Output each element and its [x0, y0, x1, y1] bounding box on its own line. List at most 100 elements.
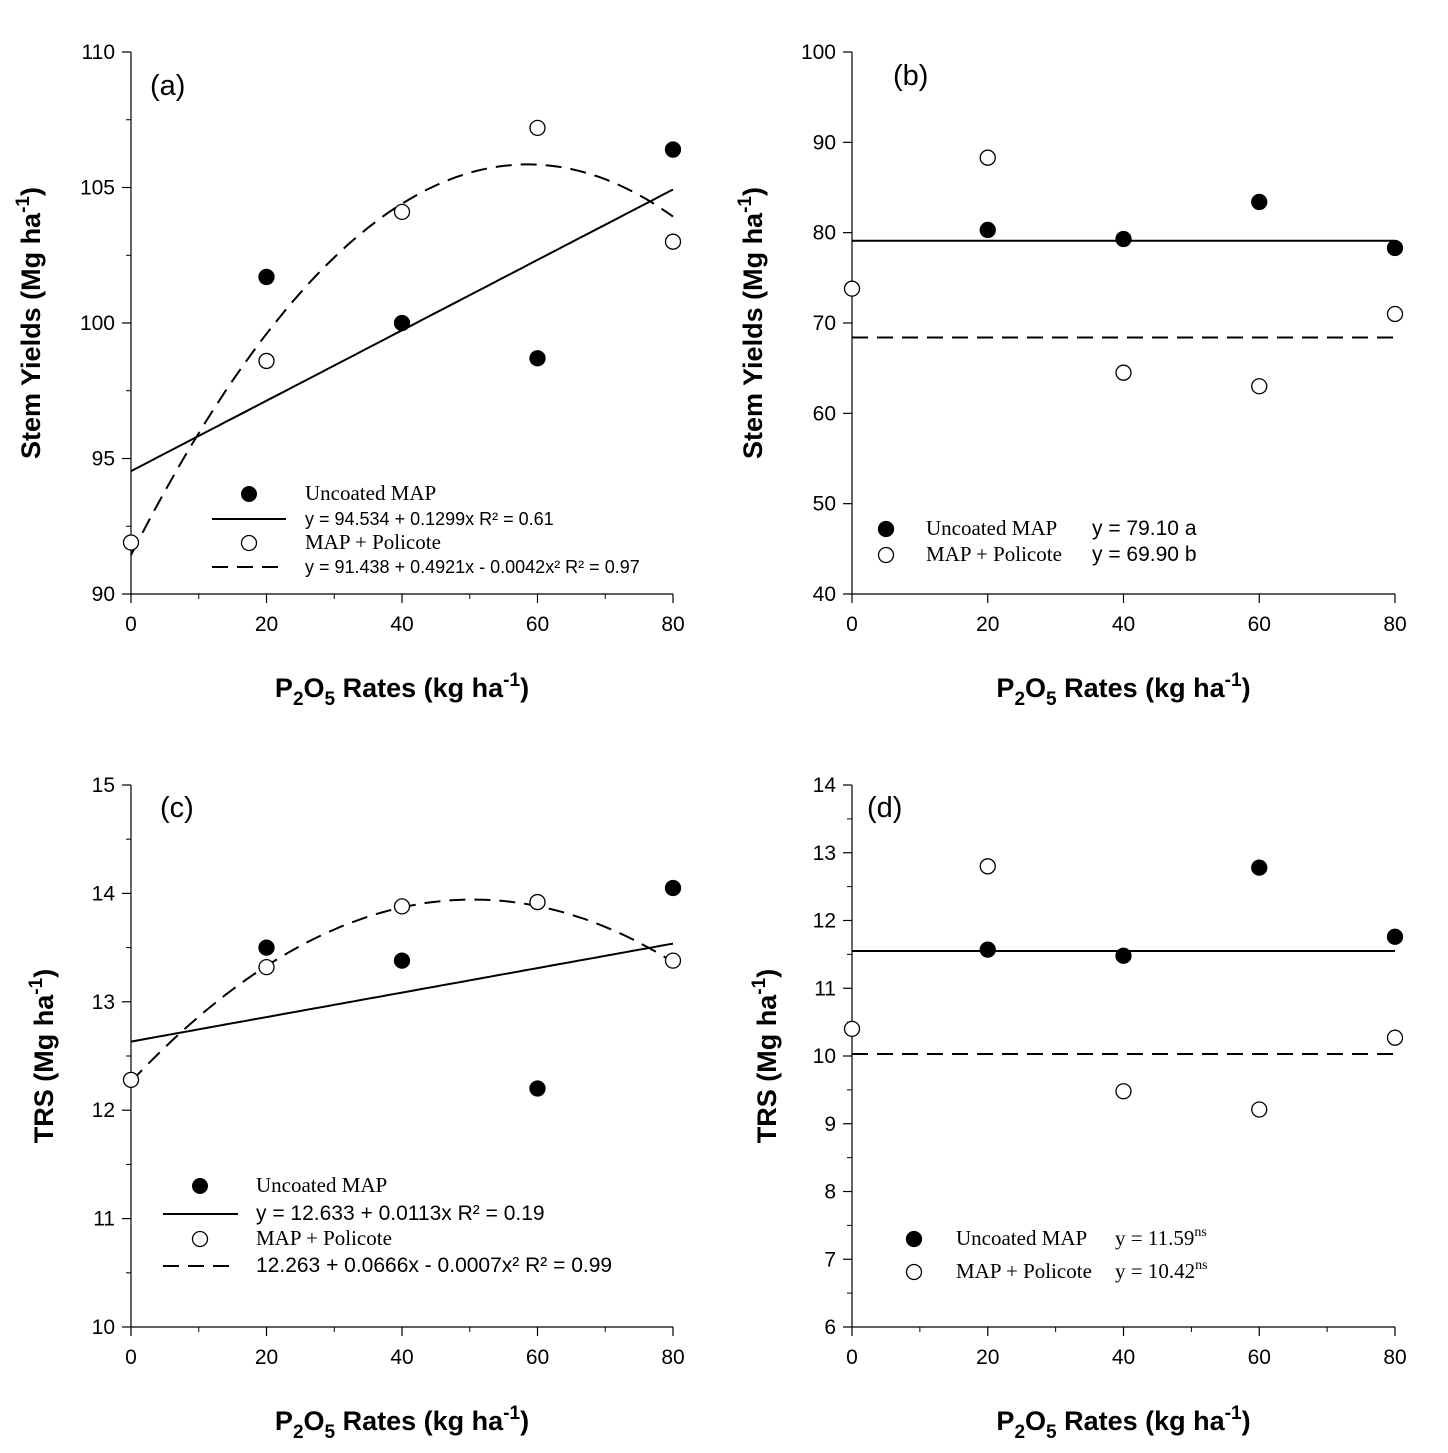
y-tick-label: 100 — [801, 41, 836, 64]
legend-label-map-policote: MAP + Policote — [956, 1259, 1092, 1283]
data-point-uncoated-map — [979, 221, 996, 239]
data-point-uncoated-map — [1251, 193, 1268, 211]
legend-label-uncoated-map: Uncoated MAP — [926, 516, 1057, 540]
legend-equation-map-policote: y = 91.438 + 0.4921x - 0.0042x² R² = 0.9… — [305, 557, 640, 577]
y-axis-title: Stem Yields (Mg ha-1) — [13, 187, 46, 459]
panel-d: 6 7 8 9 10 11 12 13 14 0 20 40 60 80 (d) P2O5 Rates (kg… — [749, 774, 1407, 1443]
legend-equation-uncoated-map: y = 94.534 + 0.1299x R² = 0.61 — [305, 509, 554, 529]
data-point-map-policote — [1386, 1029, 1404, 1046]
x-axis-title: P2O5 Rates (kg ha-1) — [996, 670, 1250, 710]
data-point-map-policote — [1115, 364, 1132, 381]
legend-marker-map-policote — [240, 534, 258, 552]
x-tick-label: 40 — [1112, 1346, 1135, 1369]
legend-marker-uncoated-map — [192, 1178, 208, 1194]
data-point-uncoated-map — [529, 350, 546, 367]
data-point-uncoated-map — [258, 939, 275, 956]
data-point-map-policote — [1115, 1083, 1132, 1100]
data-point-uncoated-map — [393, 314, 411, 332]
x-axis-title: P2O5 Rates (kg ha-1) — [275, 670, 529, 710]
y-axis-title: TRS (Mg ha-1) — [26, 969, 59, 1143]
data-point-map-policote — [258, 352, 275, 370]
data-point-uncoated-map — [1251, 859, 1268, 876]
fit-line-map-policote — [130, 163, 674, 556]
data-point-map-policote — [979, 149, 996, 166]
y-tick-label: 90 — [92, 583, 115, 606]
x-tick-label: 60 — [1248, 613, 1271, 636]
y-tick-label: 100 — [80, 312, 115, 335]
y-tick-label: 90 — [813, 131, 836, 154]
x-tick-label: 0 — [125, 613, 137, 636]
data-point-map-policote — [664, 233, 682, 250]
y-tick-label: 10 — [92, 1316, 115, 1339]
y-tick-label: 60 — [813, 402, 836, 425]
legend-marker-uncoated-map — [877, 520, 895, 538]
y-tick-label: 12 — [813, 910, 836, 933]
y-tick-label: 50 — [813, 493, 836, 516]
data-point-map-policote — [529, 893, 546, 911]
panel-label: (a) — [150, 70, 185, 102]
x-tick-label: 80 — [1383, 613, 1406, 636]
data-point-map-policote — [393, 203, 411, 221]
legend-equation-uncoated-map: y = 11.59ns — [1115, 1225, 1207, 1250]
x-tick-label: 20 — [255, 1346, 278, 1369]
data-point-map-policote — [843, 280, 861, 297]
data-point-map-policote — [843, 1020, 861, 1038]
y-tick-label: 13 — [92, 991, 115, 1014]
x-axis-title: P2O5 Rates (kg ha-1) — [996, 1403, 1250, 1443]
y-tick-label: 8 — [824, 1181, 836, 1204]
y-tick-label: 14 — [813, 774, 837, 797]
data-point-map-policote — [529, 119, 546, 137]
y-tick-label: 9 — [824, 1113, 836, 1136]
panel-c: 10 11 12 13 14 15 0 20 40 60 80 (c) P2O5 Rates (kg h… — [26, 774, 685, 1443]
legend-label-uncoated-map: Uncoated MAP — [305, 481, 436, 505]
panel-label: (d) — [867, 792, 902, 824]
data-point-map-policote — [122, 534, 140, 551]
data-point-map-policote — [664, 952, 682, 969]
x-tick-label: 20 — [255, 613, 278, 636]
y-axis-title: Stem Yields (Mg ha-1) — [735, 187, 768, 459]
legend-equation-uncoated-map: y = 12.633 + 0.0113x R² = 0.19 — [256, 1202, 545, 1225]
x-tick-label: 80 — [1383, 1346, 1406, 1369]
data-point-uncoated-map — [529, 1080, 546, 1097]
data-point-map-policote — [393, 898, 411, 915]
fit-line-map-policote — [130, 898, 674, 1083]
legend-marker-uncoated-map — [241, 486, 257, 502]
x-tick-label: 0 — [125, 1346, 137, 1369]
x-tick-label: 0 — [846, 613, 858, 636]
data-point-uncoated-map — [664, 141, 682, 158]
fit-line-uncoated-map — [130, 942, 674, 1043]
x-tick-label: 0 — [846, 1346, 858, 1369]
legend-label-map-policote: MAP + Policote — [305, 530, 441, 554]
x-tick-label: 60 — [1248, 1346, 1271, 1369]
y-tick-label: 6 — [824, 1316, 836, 1339]
panel-b: 40 50 60 70 80 90 100 0 20 40 60 80 (b) P2O5 Rates (k… — [735, 41, 1407, 710]
x-tick-label: 40 — [390, 1346, 413, 1369]
data-point-map-policote — [122, 1071, 140, 1088]
legend-marker-map-policote — [905, 1263, 923, 1281]
y-axis-title: TRS (Mg ha-1) — [749, 969, 782, 1143]
legend-equation-map-policote: y = 69.90 b — [1092, 543, 1197, 566]
panel-label: (b) — [893, 60, 928, 92]
legend-equation-map-policote: 12.263 + 0.0666x - 0.0007x² R² = 0.99 — [256, 1254, 612, 1277]
x-tick-label: 40 — [1112, 613, 1135, 636]
legend-marker-map-policote — [877, 546, 895, 564]
x-tick-label: 60 — [526, 613, 549, 636]
panel-a: 90 95 100 105 110 0 20 40 60 80 (a) P2O5 Rates (kg … — [13, 41, 685, 710]
panel-label: (c) — [160, 792, 194, 824]
x-tick-label: 20 — [976, 613, 999, 636]
y-tick-label: 11 — [93, 1208, 115, 1231]
y-tick-label: 95 — [92, 448, 115, 471]
legend-label-map-policote: MAP + Policote — [256, 1226, 392, 1250]
y-tick-label: 105 — [80, 177, 115, 200]
data-point-uncoated-map — [664, 879, 682, 897]
data-point-uncoated-map — [1386, 928, 1404, 945]
data-point-uncoated-map — [1115, 230, 1132, 248]
x-axis-title: P2O5 Rates (kg ha-1) — [275, 1403, 529, 1443]
y-tick-label: 15 — [92, 774, 115, 797]
y-tick-label: 12 — [92, 1099, 115, 1122]
data-point-uncoated-map — [258, 268, 275, 286]
y-tick-label: 110 — [82, 41, 115, 64]
data-point-map-policote — [1251, 378, 1268, 395]
legend: Uncoated MAP y = 79.10 a MAP + Policote y =… — [877, 516, 1197, 566]
x-tick-label: 80 — [661, 613, 684, 636]
